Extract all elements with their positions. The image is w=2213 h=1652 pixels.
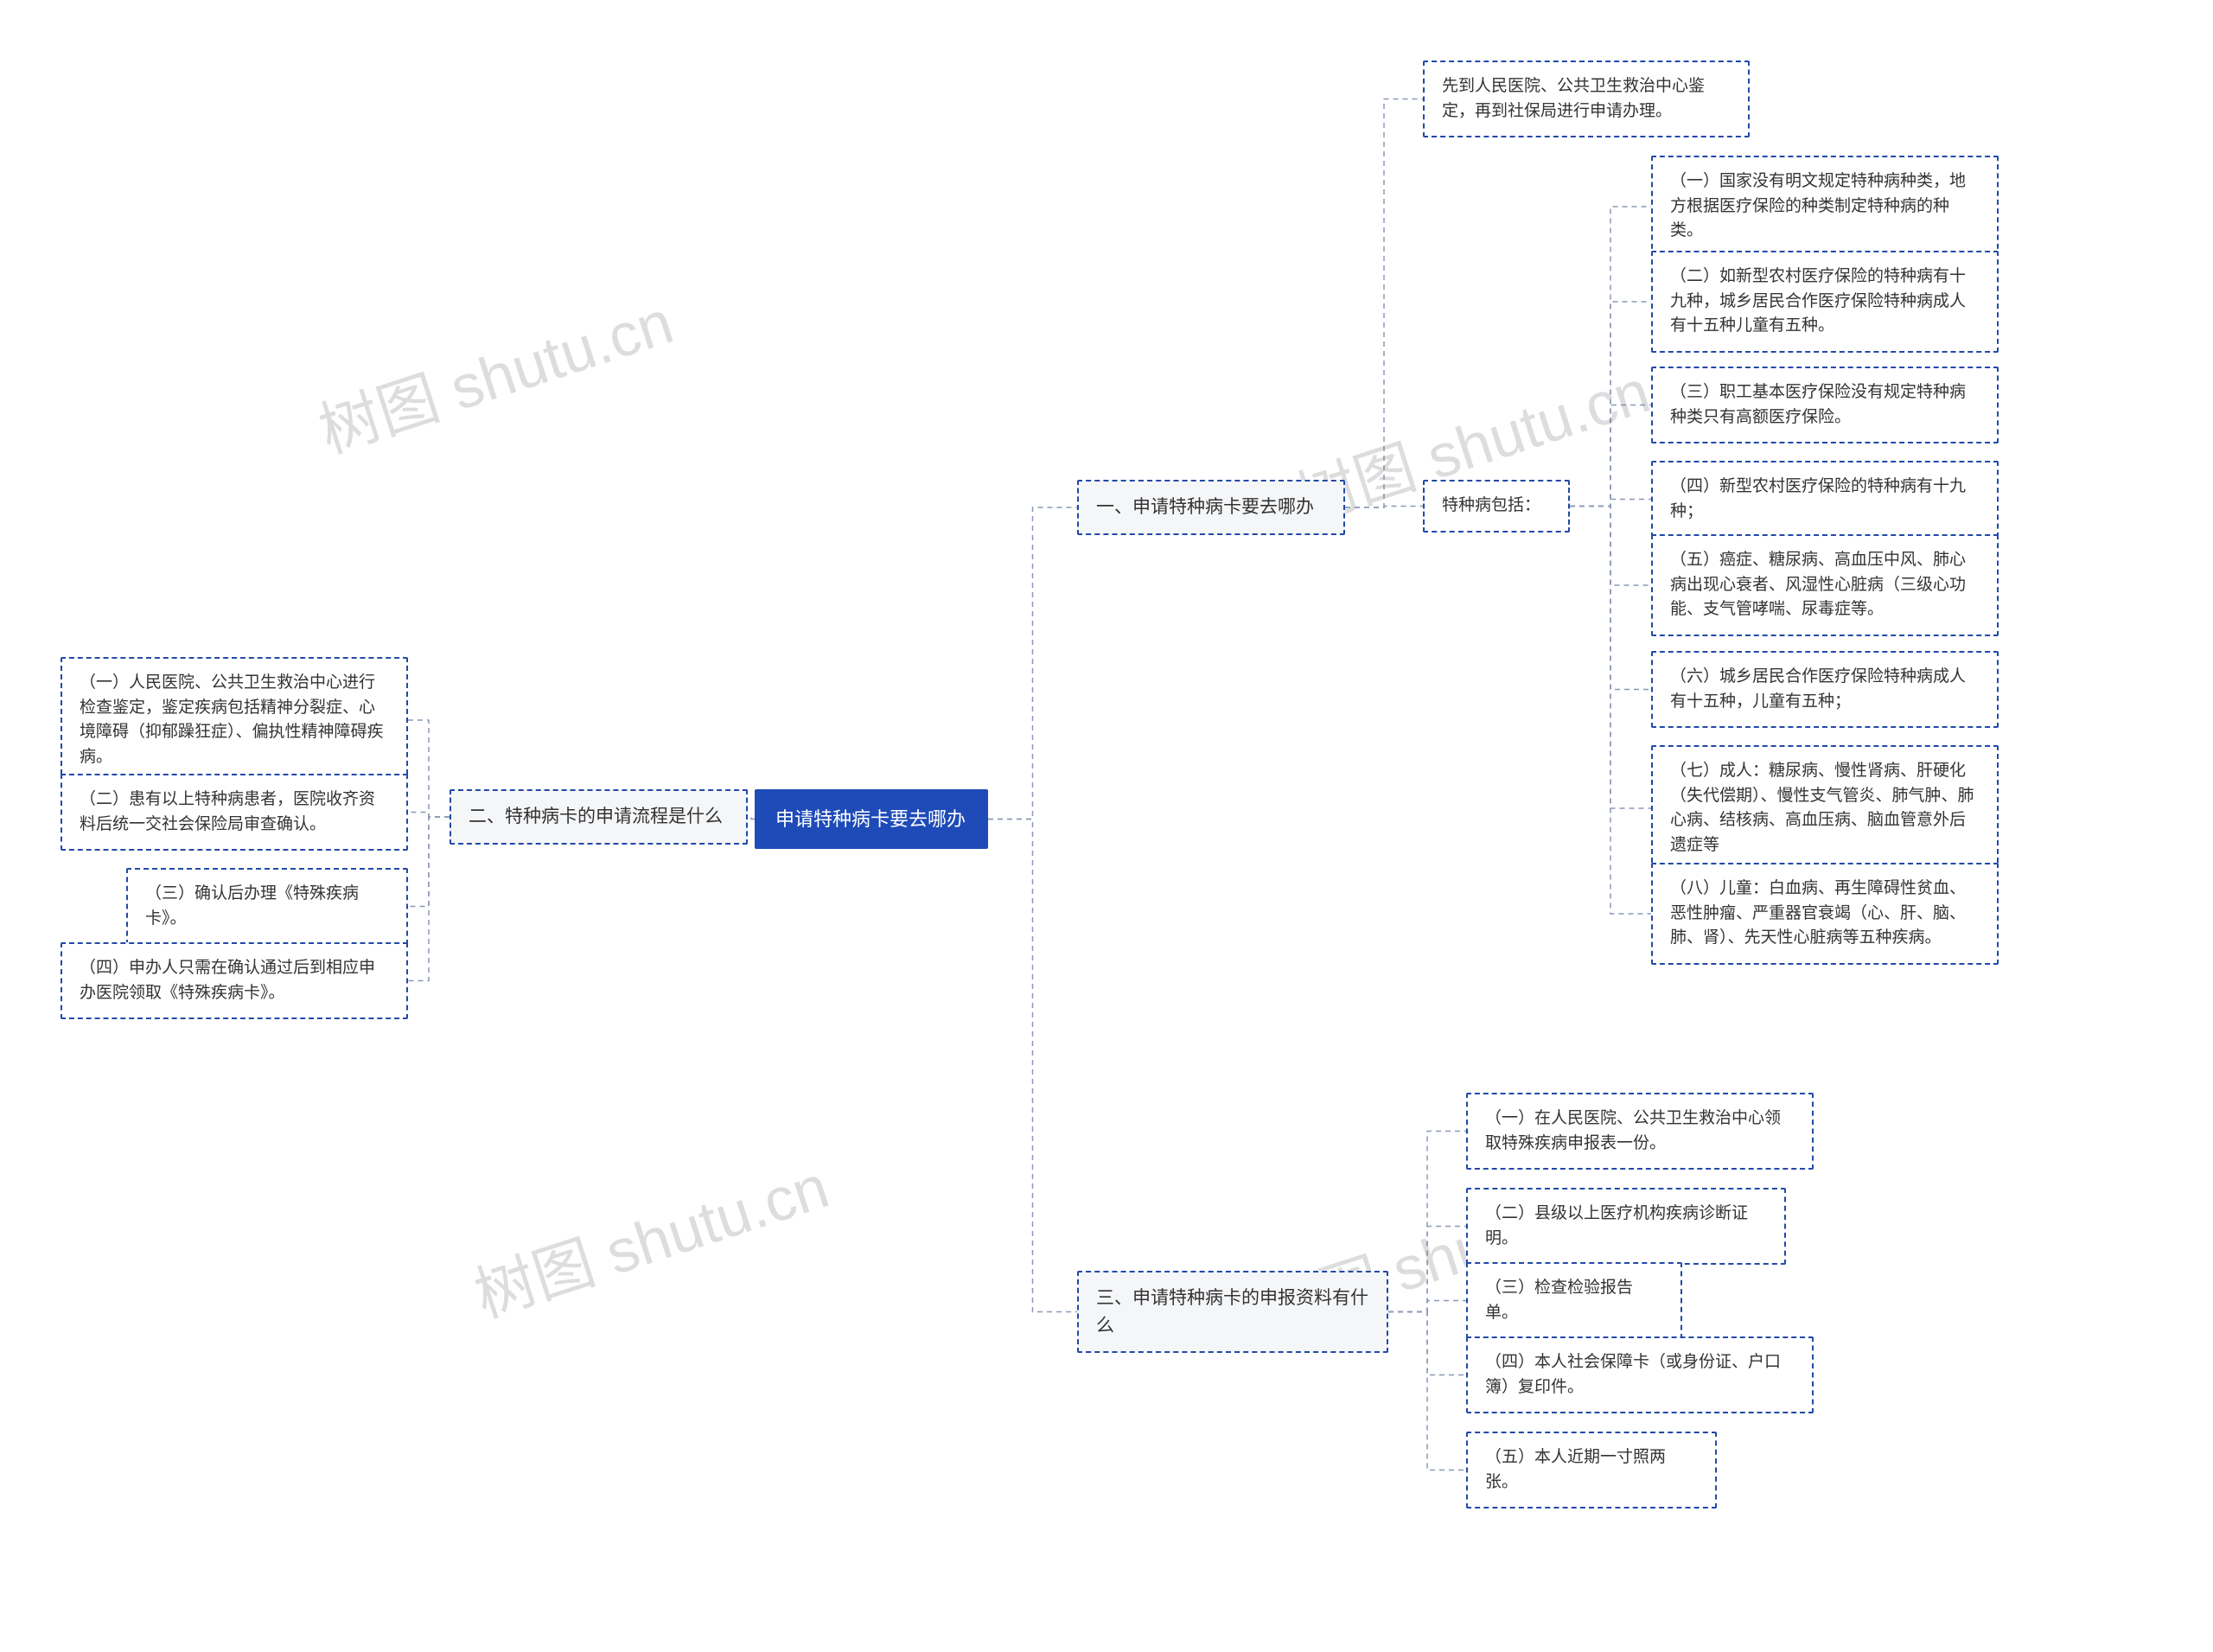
leaf-node-b2c1: （一）人民医院、公共卫生救治中心进行检查鉴定，鉴定疾病包括精神分裂症、心境障碍（… [61, 657, 408, 783]
leaf-node-b1c2h: （八）儿童：白血病、再生障碍性贫血、恶性肿瘤、严重器官衰竭（心、肝、脑、肺、肾）… [1651, 863, 1999, 965]
leaf-node-b1c2a: （一）国家没有明文规定特种病种类，地方根据医疗保险的种类制定特种病的种类。 [1651, 156, 1999, 258]
leaf-node-b3c5: （五）本人近期一寸照两张。 [1466, 1432, 1717, 1508]
mindmap-canvas: 树图 shutu.cn树图 shutu.cn树图 shutu.cn树图 shut… [0, 0, 2213, 1652]
branch-node-b2: 二、特种病卡的申请流程是什么 [450, 789, 748, 845]
leaf-node-b1c2c: （三）职工基本医疗保险没有规定特种病种类只有高额医疗保险。 [1651, 367, 1999, 443]
watermark: 树图 shutu.cn [307, 274, 683, 470]
leaf-node-b1c2e: （五）癌症、糖尿病、高血压中风、肺心病出现心衰者、风湿性心脏病（三级心功能、支气… [1651, 534, 1999, 636]
watermark: 树图 shutu.cn [462, 1139, 839, 1335]
leaf-node-b3c1: （一）在人民医院、公共卫生救治中心领取特殊疾病申报表一份。 [1466, 1093, 1814, 1170]
leaf-node-b1c2g: （七）成人：糖尿病、慢性肾病、肝硬化（失代偿期）、慢性支气管炎、肺气肿、肺心病、… [1651, 745, 1999, 871]
leaf-node-b1c2d: （四）新型农村医疗保险的特种病有十九种； [1651, 461, 1999, 538]
leaf-node-b2c3: （三）确认后办理《特殊疾病卡》。 [126, 868, 408, 945]
branch-node-b1: 一、申请特种病卡要去哪办 [1077, 480, 1345, 535]
root-node: 申请特种病卡要去哪办 [755, 789, 988, 849]
leaf-node-b1c2: 特种病包括： [1423, 480, 1570, 533]
leaf-node-b3c3: （三）检查检验报告单。 [1466, 1262, 1682, 1339]
branch-node-b3: 三、申请特种病卡的申报资料有什么 [1077, 1271, 1388, 1353]
leaf-node-b1c2f: （六）城乡居民合作医疗保险特种病成人有十五种，儿童有五种； [1651, 651, 1999, 728]
leaf-node-b3c2: （二）县级以上医疗机构疾病诊断证明。 [1466, 1188, 1786, 1265]
leaf-node-b2c2: （二）患有以上特种病患者，医院收齐资料后统一交社会保险局审查确认。 [61, 774, 408, 851]
leaf-node-b3c4: （四）本人社会保障卡（或身份证、户口簿）复印件。 [1466, 1336, 1814, 1413]
leaf-node-b2c4: （四）申办人只需在确认通过后到相应申办医院领取《特殊疾病卡》。 [61, 942, 408, 1019]
leaf-node-b1c2b: （二）如新型农村医疗保险的特种病有十九种，城乡居民合作医疗保险特种病成人有十五种… [1651, 251, 1999, 353]
leaf-node-b1c1: 先到人民医院、公共卫生救治中心鉴定，再到社保局进行申请办理。 [1423, 61, 1750, 137]
